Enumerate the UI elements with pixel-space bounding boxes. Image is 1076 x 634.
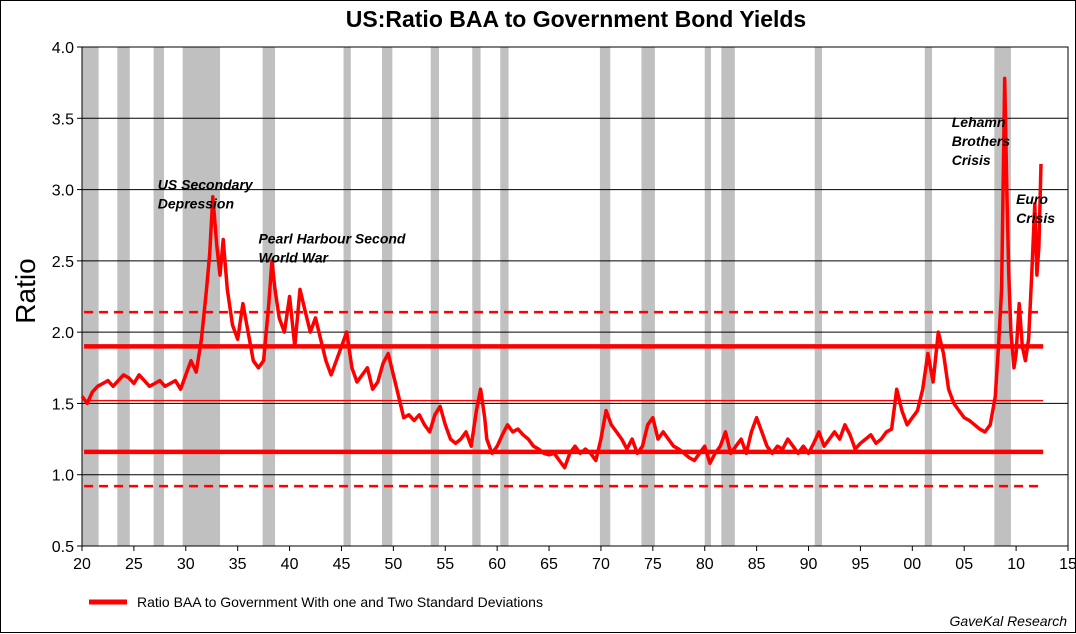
recession-band-15 bbox=[924, 47, 933, 546]
x-tick-label-3: 35 bbox=[229, 556, 247, 573]
x-tick-label-5: 45 bbox=[333, 556, 351, 573]
x-tick-label-11: 75 bbox=[644, 556, 662, 573]
y-axis-label: Ratio bbox=[10, 258, 41, 323]
annotation-0: US Secondary Depression bbox=[158, 177, 254, 212]
x-tick-label-12: 80 bbox=[696, 556, 714, 573]
y-axis-ticks: 0.5 1.0 1.5 2.0 2.5 3.0 3.5 4.0 bbox=[52, 40, 82, 556]
recession-band-1 bbox=[117, 47, 130, 546]
x-tick-label-8: 60 bbox=[488, 556, 506, 573]
recession-band-8 bbox=[472, 47, 481, 546]
x-tick-label-6: 50 bbox=[384, 556, 402, 573]
x-tick-label-1: 25 bbox=[125, 556, 143, 573]
y-tick-label-7: 4.0 bbox=[52, 40, 74, 57]
legend: Ratio BAA to Government With one and Two… bbox=[89, 594, 543, 610]
y-tick-label-2: 1.5 bbox=[52, 396, 74, 413]
x-tick-label-17: 05 bbox=[955, 556, 973, 573]
y-tick-label-4: 2.5 bbox=[52, 254, 74, 271]
y-tick-label-0: 0.5 bbox=[52, 539, 74, 556]
plot-area bbox=[81, 46, 1069, 547]
x-tick-label-4: 40 bbox=[281, 556, 299, 573]
x-axis-ticks: 20 25 30 35 40 45 50 55 60 65 70 75 80 85 90 95 00 05 10 15 bbox=[73, 546, 1076, 573]
x-tick-label-13: 85 bbox=[748, 556, 766, 573]
annotation-1: Pearl Harbour Second World War bbox=[258, 231, 405, 266]
recession-band-10 bbox=[599, 47, 611, 546]
recession-band-2 bbox=[153, 47, 164, 546]
recession-bands bbox=[82, 47, 1011, 546]
y-tick-label-6: 3.5 bbox=[52, 111, 74, 128]
x-tick-label-15: 95 bbox=[852, 556, 870, 573]
source-label: GaveKal Research bbox=[949, 613, 1067, 629]
recession-band-7 bbox=[430, 47, 440, 546]
x-tick-label-16: 00 bbox=[903, 556, 921, 573]
series-lines bbox=[80, 76, 1043, 470]
x-tick-label-14: 90 bbox=[800, 556, 818, 573]
annotation-3: Euro Crisis bbox=[1016, 191, 1055, 226]
x-tick-label-2: 30 bbox=[177, 556, 195, 573]
recession-band-3 bbox=[182, 47, 221, 546]
x-tick-label-10: 70 bbox=[592, 556, 610, 573]
chart-title: US:Ratio BAA to Government Bond Yields bbox=[346, 6, 806, 32]
recession-band-0 bbox=[82, 47, 99, 546]
series-line-0 bbox=[80, 76, 1043, 470]
x-tick-label-18: 10 bbox=[1007, 556, 1025, 573]
recession-band-12 bbox=[704, 47, 711, 546]
annotation-2: Lehamn Brothers Crisis bbox=[952, 114, 1011, 168]
x-tick-label-9: 65 bbox=[540, 556, 558, 573]
recession-band-14 bbox=[814, 47, 823, 546]
y-tick-label-1: 1.0 bbox=[52, 468, 74, 485]
x-tick-label-7: 55 bbox=[436, 556, 454, 573]
recession-band-5 bbox=[343, 47, 351, 546]
recession-band-11 bbox=[641, 47, 655, 546]
x-tick-label-0: 20 bbox=[73, 556, 91, 573]
recession-band-9 bbox=[500, 47, 509, 546]
recession-band-6 bbox=[381, 47, 393, 546]
recession-band-13 bbox=[721, 47, 735, 546]
x-tick-label-19: 15 bbox=[1059, 556, 1076, 573]
reference-lines bbox=[84, 310, 1044, 488]
legend-label: Ratio BAA to Government With one and Two… bbox=[137, 594, 543, 610]
y-tick-label-3: 2.0 bbox=[52, 325, 74, 342]
y-tick-label-5: 3.0 bbox=[52, 183, 74, 200]
